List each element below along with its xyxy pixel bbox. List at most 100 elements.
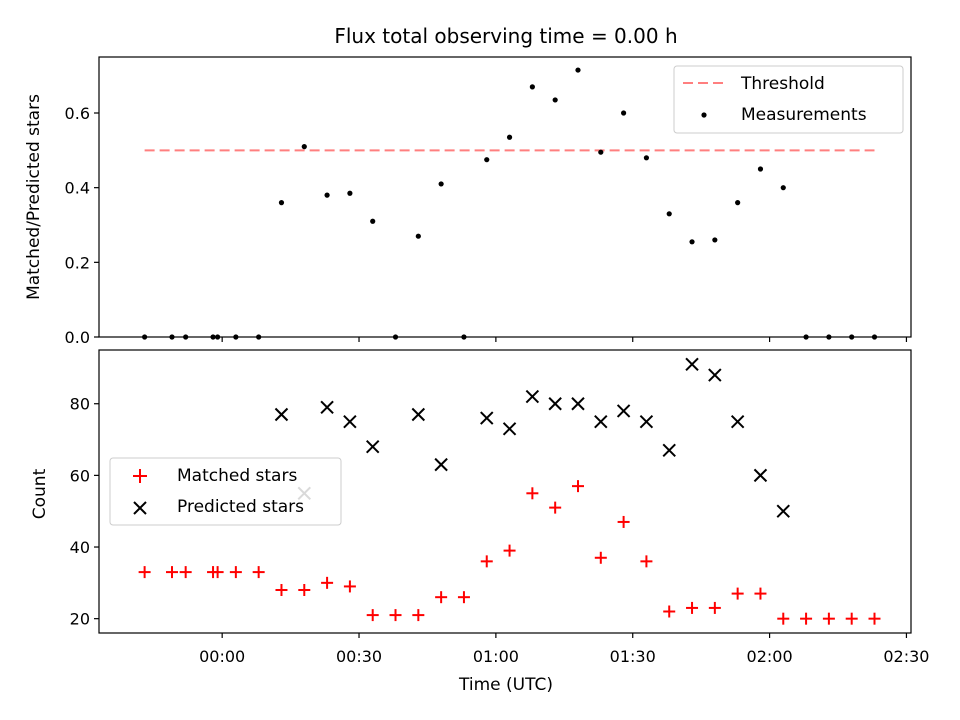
measurement-point [735,200,741,206]
measurement-point [689,239,695,245]
legend-measurements-swatch [701,112,707,118]
matched-star-point [640,555,653,568]
predicted-star-point [502,422,517,436]
predicted-star-point [320,400,334,415]
predicted-star-point [594,414,608,429]
matched-star-point [179,566,192,579]
measurement-point [183,334,189,340]
legend-matched-label: Matched stars [177,466,297,486]
predicted-star-point [753,468,768,483]
matched-star-point [777,612,790,625]
measurement-point [666,211,672,217]
legend-matched-swatch [133,469,147,483]
ratio-legend: Threshold Measurements [673,65,904,134]
predicted-star-point [662,443,676,458]
measurement-point [506,134,513,140]
count-y-tick-label: 40 [70,538,90,557]
count-x-tick-label: 00:00 [199,647,245,666]
ratio-panel-frame [98,56,912,338]
measurement-point [871,334,878,340]
predicted-star-point [274,407,289,422]
measurement-point [529,84,535,90]
matched-star-point [480,555,493,568]
matched-star-point [571,480,584,493]
count-y-axis-label: Count [30,468,50,519]
measurement-point [438,181,444,187]
predicted-star-point [776,504,790,518]
predicted-star-point [411,407,426,422]
measurement-point [370,218,376,224]
ratio-y-tick-label: 0.4 [65,179,90,198]
matched-star-point [617,515,630,528]
matched-star-point [663,605,676,618]
measurement-point [233,334,239,340]
measurement-point [849,334,855,340]
matched-star-point [366,609,379,622]
chart-title: Flux total observing time = 0.00 h [334,24,677,48]
legend-predicted-label: Predicted stars [177,497,304,517]
predicted-star-point [343,414,357,429]
measurement-point [392,334,399,340]
count-x-tick-label: 01:00 [473,647,519,666]
measurement-point [142,334,148,340]
measurement-point [621,110,627,116]
matched-star-point [731,587,744,600]
measurement-point [347,190,353,196]
matched-star-point [457,591,470,604]
matched-star-point [822,612,835,625]
measurement-point [324,192,330,198]
measurement-point [484,157,490,163]
matched-star-point [298,584,311,597]
predicted-star-point [685,357,699,372]
measurement-point [256,334,262,340]
matched-star-point [138,566,151,579]
count-legend-box [109,457,342,526]
predicted-star-point [366,440,380,454]
matched-star-point [594,551,607,564]
measurement-point [301,144,307,150]
measurement-point [826,334,832,340]
predicted-star-point [434,457,448,472]
measurement-point [575,67,581,73]
matched-star-point [526,487,539,500]
predicted-star-point [639,414,654,429]
count-panel-frame [98,349,912,634]
predicted-star-point [616,404,631,418]
matched-star-point [211,566,224,579]
count-x-tick-label: 02:30 [883,647,929,666]
matched-star-point [343,580,356,593]
x-axis-label: Time (UTC) [458,675,553,695]
ratio-panel: 0.0 0.2 0.4 0.6 Matched/Predicted stars Thr… [24,56,912,347]
matched-star-point [412,609,425,622]
measurement-point [780,185,786,191]
matched-star-point [165,566,178,579]
legend-measurements-label: Measurements [741,105,867,125]
ratio-y-tick-label: 0.2 [65,253,90,272]
ratio-y-tick-label: 0.6 [65,104,90,123]
matched-star-point [503,544,516,557]
count-y-tick-label: 60 [70,466,90,485]
count-x-tick-label: 00:30 [336,647,382,666]
matched-star-point [252,566,265,579]
measurement-point [552,97,558,103]
matched-star-point [229,566,242,579]
matched-star-point [435,591,448,604]
count-x-tick-label: 01:30 [610,647,656,666]
legend-threshold-label: Threshold [740,74,825,94]
legend-predicted-swatch [133,501,147,515]
predicted-star-point [730,414,745,429]
measurement-point [803,334,809,340]
matched-star-point [321,576,334,589]
measurement-point [643,155,650,161]
count-y-tick-label: 20 [70,610,90,629]
matched-star-point [800,612,813,625]
measurement-point [169,334,175,340]
count-legend: Matched stars Predicted stars [109,457,342,526]
predicted-star-point [525,389,540,404]
ratio-y-axis-label: Matched/Predicted stars [24,94,44,300]
measurement-point [712,237,718,243]
ratio-y-tick-label: 0.0 [65,328,90,347]
predicted-star-point [548,397,562,411]
